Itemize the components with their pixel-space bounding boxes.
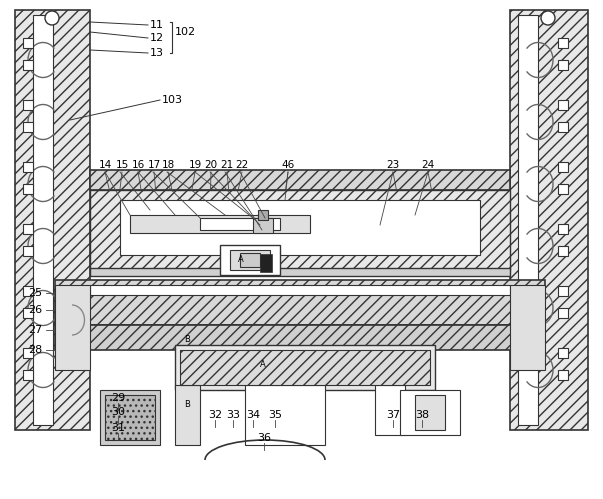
Bar <box>400 390 460 435</box>
Text: 29: 29 <box>111 393 125 403</box>
Text: 103: 103 <box>162 95 183 105</box>
Bar <box>180 350 430 385</box>
Text: 33: 33 <box>226 410 240 420</box>
Bar <box>55 285 90 370</box>
Text: 38: 38 <box>415 410 429 420</box>
Bar <box>415 395 445 430</box>
Text: 25: 25 <box>28 288 42 298</box>
Bar <box>55 280 545 325</box>
Bar <box>100 390 160 445</box>
Bar <box>33 15 53 425</box>
Bar <box>558 246 568 256</box>
Text: 22: 22 <box>235 160 248 170</box>
Bar <box>558 224 568 234</box>
Bar <box>23 38 33 48</box>
Bar <box>260 254 272 272</box>
Text: 28: 28 <box>28 345 42 355</box>
Bar <box>105 395 155 440</box>
Bar <box>23 122 33 132</box>
Text: 32: 32 <box>208 410 222 420</box>
Bar <box>175 345 435 390</box>
Bar <box>15 10 90 430</box>
Bar <box>23 370 33 380</box>
Bar <box>558 370 568 380</box>
Bar <box>518 15 538 425</box>
Bar <box>253 218 273 233</box>
Text: 24: 24 <box>421 160 435 170</box>
Bar <box>558 100 568 110</box>
Bar <box>90 190 510 270</box>
Bar <box>375 385 405 435</box>
Text: B: B <box>184 335 190 344</box>
Text: 102: 102 <box>175 27 196 37</box>
Text: B: B <box>184 400 190 409</box>
Text: A: A <box>238 255 244 264</box>
Bar <box>558 286 568 296</box>
Bar <box>558 184 568 194</box>
Bar <box>55 325 545 350</box>
Bar <box>510 285 545 370</box>
Text: 17: 17 <box>147 160 160 170</box>
Bar <box>558 38 568 48</box>
Text: 14: 14 <box>98 160 112 170</box>
Text: 36: 36 <box>257 433 271 443</box>
Bar <box>90 268 510 276</box>
Text: 46: 46 <box>282 160 295 170</box>
Text: 35: 35 <box>268 410 282 420</box>
Text: 20: 20 <box>204 160 218 170</box>
Bar <box>200 218 280 230</box>
Bar <box>220 245 280 275</box>
Bar <box>130 215 310 233</box>
Bar <box>23 308 33 318</box>
Bar <box>510 10 588 430</box>
Bar <box>90 285 510 295</box>
Bar <box>23 246 33 256</box>
Circle shape <box>541 11 555 25</box>
Bar <box>240 253 260 267</box>
Bar <box>120 200 480 255</box>
Bar <box>175 385 200 445</box>
Bar <box>23 224 33 234</box>
Text: A: A <box>260 360 266 369</box>
Bar <box>23 184 33 194</box>
Text: 15: 15 <box>115 160 128 170</box>
Bar <box>258 210 268 220</box>
Text: 21: 21 <box>220 160 233 170</box>
Text: 16: 16 <box>131 160 145 170</box>
Text: 30: 30 <box>111 407 125 417</box>
Bar <box>558 122 568 132</box>
Text: 12: 12 <box>150 33 164 43</box>
Text: 31: 31 <box>111 423 125 433</box>
Bar <box>245 385 325 445</box>
Bar <box>23 100 33 110</box>
Text: 37: 37 <box>386 410 400 420</box>
Bar <box>558 308 568 318</box>
Text: 18: 18 <box>162 160 175 170</box>
Text: 13: 13 <box>150 48 164 58</box>
Bar <box>558 60 568 70</box>
Text: 26: 26 <box>28 305 42 315</box>
Bar <box>23 286 33 296</box>
Circle shape <box>45 11 59 25</box>
Text: 19: 19 <box>188 160 201 170</box>
Text: 23: 23 <box>387 160 400 170</box>
Bar <box>558 162 568 172</box>
Bar <box>558 348 568 358</box>
Bar <box>23 348 33 358</box>
Bar <box>230 250 270 270</box>
Bar <box>90 170 510 190</box>
Text: 34: 34 <box>246 410 260 420</box>
Bar <box>23 162 33 172</box>
Text: 11: 11 <box>150 20 164 30</box>
Text: 27: 27 <box>28 325 42 335</box>
Bar <box>23 60 33 70</box>
